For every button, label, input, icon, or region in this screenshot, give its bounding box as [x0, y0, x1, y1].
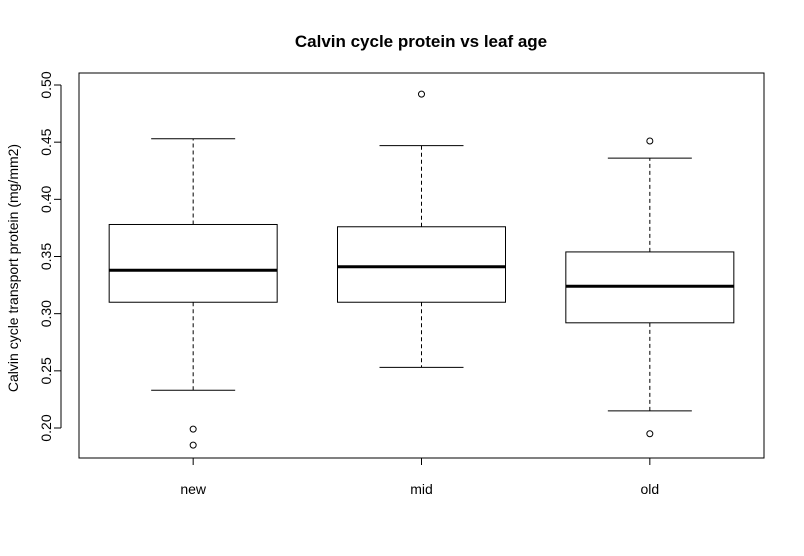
y-tick-label: 0.30 [38, 300, 54, 327]
outlier-point-old [646, 137, 654, 145]
outlier-point-mid [418, 90, 425, 98]
chart-title: Calvin cycle protein vs leaf age [295, 32, 547, 51]
y-tick-label: 0.40 [38, 185, 54, 212]
box-mid [337, 226, 506, 303]
y-axis-label: Calvin cycle transport protein (mg/mm2) [5, 144, 21, 392]
y-tick-label: 0.35 [38, 243, 54, 270]
y-tick-label: 0.50 [38, 71, 54, 98]
x-tick-label-old: old [640, 481, 659, 497]
y-tick-label: 0.20 [38, 414, 54, 441]
outlier-point-old [646, 430, 654, 438]
y-tick-label: 0.45 [38, 128, 54, 155]
x-tick-label-new: new [180, 481, 207, 497]
box-new [108, 223, 278, 303]
outlier-point-new [189, 441, 197, 449]
x-tick-label-mid: mid [410, 481, 433, 497]
chart-marks: 0.20 0.25 0.30 0.35 0.40 0.45 0.50 new mid old [38, 71, 735, 497]
outlier-point-new [189, 425, 197, 433]
y-tick-label: 0.25 [38, 357, 54, 384]
